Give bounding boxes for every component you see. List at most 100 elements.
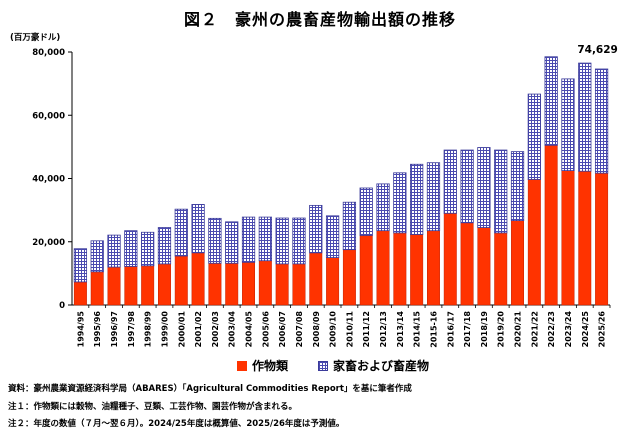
x-tick-label: 2010/11: [345, 311, 354, 348]
axis-labels: 0 20,000 40,000 60,000 80,000 1994/95 1995/96 1…: [32, 44, 618, 348]
bar-livestock: [90, 240, 104, 273]
bar-crops: [426, 230, 440, 306]
bar-crops: [174, 255, 188, 306]
y-tick-label: 40,000: [32, 175, 65, 185]
x-tick-label: 2012/13: [379, 311, 388, 347]
bar-crops: [73, 281, 87, 306]
bar-livestock: [191, 204, 205, 254]
source-note: 資料：豪州農業資源経済科学局（ABARES）「Agricultural Comm…: [8, 384, 412, 394]
bar-crops: [544, 145, 558, 306]
x-tick-label: 2006/07: [278, 311, 287, 347]
bar-livestock: [443, 149, 457, 214]
bar-crops: [477, 227, 491, 306]
bar-livestock: [393, 172, 407, 234]
bar-livestock: [359, 187, 373, 236]
x-tick-label: 2003/04: [228, 311, 237, 348]
bar-livestock: [578, 62, 592, 172]
x-tick-label: 2014/15: [413, 311, 422, 348]
bar-crops: [124, 266, 138, 306]
y-tick-label: 0: [59, 301, 65, 311]
x-tick-label: 2025/26: [598, 311, 607, 348]
bar-crops: [107, 266, 121, 306]
legend-crops: 作物類: [237, 357, 288, 374]
y-tick-label: 60,000: [32, 111, 65, 121]
x-tick-label: 2023/24: [564, 311, 573, 348]
x-tick-label: 1994/95: [76, 311, 85, 348]
x-tick-label: 2007/08: [295, 311, 304, 348]
bar-crops: [410, 234, 424, 306]
bar-livestock: [460, 149, 474, 224]
stacked-bar-chart: 0 20,000 40,000 60,000 80,000 1994/95 1995/96 1…: [32, 44, 618, 348]
bar-livestock: [225, 221, 239, 264]
y-tick-label: 80,000: [32, 48, 65, 58]
total-value-label: 74,629: [577, 44, 618, 56]
bar-livestock: [376, 183, 390, 232]
x-tick-label: 2001/02: [194, 311, 203, 347]
bar-livestock: [410, 163, 424, 235]
legend-swatch-livestock: [318, 360, 328, 371]
bar-livestock: [107, 234, 121, 268]
legend-livestock: 家畜および畜産物: [318, 357, 429, 374]
bar-crops: [393, 232, 407, 306]
bar-crops: [258, 260, 272, 306]
note-2: 注２：年度の数値（７月～翌６月）。2024/25年度は概算値、2025/26年度…: [8, 419, 345, 429]
bar-livestock: [342, 201, 357, 251]
x-tick-label: 1996/97: [110, 311, 119, 347]
note-1: 注１：作物類には穀物、油糧種子、豆類、工芸作物、園芸作物が含まれる。: [8, 401, 298, 412]
bar-crops: [275, 263, 289, 306]
bar-crops: [242, 262, 256, 306]
bar-livestock: [477, 147, 491, 228]
x-tick-label: 2004/05: [245, 311, 254, 348]
bar-livestock: [309, 204, 323, 254]
bar-livestock: [208, 217, 222, 264]
bar-crops: [342, 249, 356, 306]
bar-crops: [460, 222, 474, 306]
bar-livestock: [561, 78, 575, 171]
x-tick-label: 2002/03: [211, 311, 220, 347]
bar-crops: [309, 252, 323, 306]
bar-livestock: [325, 215, 340, 258]
x-tick-label: 2021/22: [530, 311, 539, 347]
bar-livestock: [527, 93, 541, 180]
x-tick-label: 2022/23: [547, 311, 556, 347]
bar-crops: [595, 172, 609, 306]
bar-crops: [292, 263, 306, 306]
bar-crops: [578, 170, 592, 306]
y-tick-label: 20,000: [32, 238, 65, 248]
x-tick-label: 2019/20: [497, 311, 506, 348]
x-tick-label: 2017/18: [463, 311, 472, 348]
bar-livestock: [258, 216, 272, 262]
bar-crops: [359, 235, 373, 306]
bar-livestock: [157, 227, 172, 265]
x-tick-label: 2018/19: [480, 311, 489, 348]
bar-crops: [90, 271, 104, 306]
bar-crops: [443, 213, 457, 306]
x-tick-label: 2009/10: [329, 311, 338, 348]
legend-label-livestock: 家畜および畜産物: [333, 359, 430, 373]
x-tick-label: 2008/09: [312, 311, 321, 348]
bar-livestock: [594, 68, 609, 174]
bar-crops: [191, 252, 205, 306]
bar-crops: [511, 220, 525, 306]
bar-livestock: [275, 217, 289, 265]
x-tick-label: 2013/14: [396, 311, 405, 348]
x-tick-label: 1999/00: [160, 311, 169, 348]
bar-crops: [326, 257, 340, 306]
bar-livestock: [292, 217, 306, 265]
bar-livestock: [174, 208, 188, 257]
bar-livestock: [241, 216, 256, 263]
bar-livestock: [124, 230, 138, 267]
bar-livestock: [544, 56, 558, 146]
bar-crops: [376, 230, 390, 306]
bar-livestock: [510, 151, 525, 221]
bar-livestock: [141, 231, 155, 267]
x-tick-label: 1995/96: [93, 311, 102, 348]
bar-crops: [208, 263, 222, 306]
x-tick-label: 1998/99: [144, 311, 153, 348]
x-tick-label: 2020/21: [514, 311, 523, 348]
bar-livestock: [73, 248, 88, 283]
x-tick-label: 2024/25: [581, 311, 590, 348]
x-tick-label: 1997/98: [127, 311, 136, 348]
x-tick-label: 2005/06: [261, 311, 270, 348]
x-tick-label: 2015-16: [429, 311, 438, 348]
